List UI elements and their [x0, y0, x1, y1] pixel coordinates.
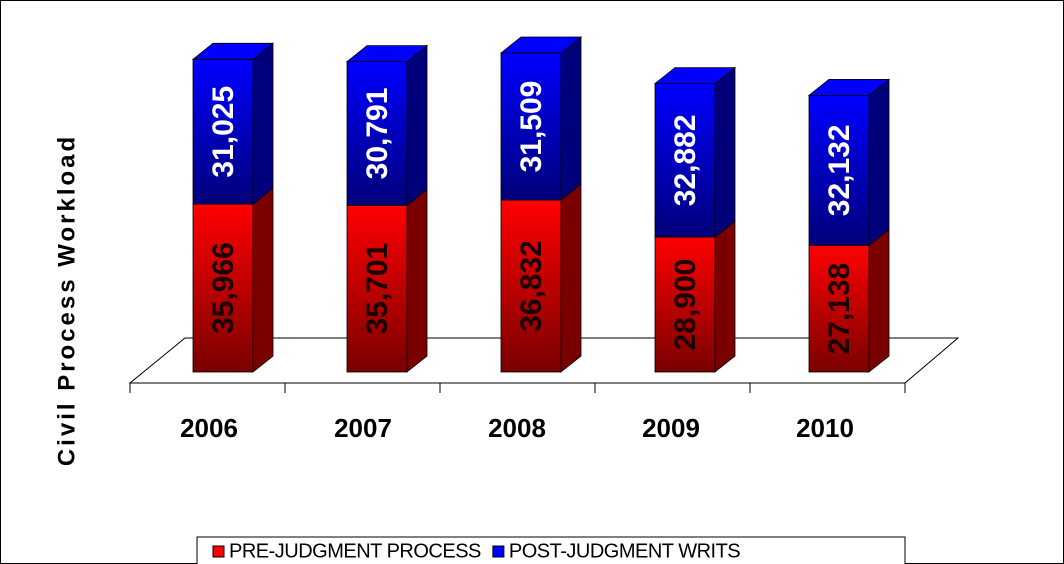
bar-side: [868, 228, 890, 373]
legend-swatch: [212, 545, 225, 558]
bar-top: [499, 36, 583, 54]
bar-segment: [653, 66, 737, 238]
data-label: 30,791: [361, 88, 394, 180]
data-label: 32,132: [823, 124, 856, 216]
bar-front: [346, 61, 408, 206]
bar-segment: [808, 228, 890, 373]
bar-front: [346, 204, 408, 373]
bar-front: [192, 58, 254, 205]
bar-side: [406, 44, 428, 207]
bar-side: [868, 78, 890, 247]
bar-segment: [345, 44, 429, 207]
x-tick-label: 2010: [796, 413, 854, 443]
data-label: 31,509: [515, 81, 548, 173]
bar-segment: [499, 36, 583, 201]
bar-front: [500, 52, 562, 201]
data-label: 36,832: [515, 240, 548, 332]
bar-side: [560, 36, 582, 201]
bar-front: [808, 244, 870, 373]
data-label: 35,701: [361, 243, 394, 335]
x-tick-label: 2008: [488, 413, 546, 443]
bar-top: [653, 67, 737, 85]
data-label: 32,882: [669, 114, 702, 206]
bar-side: [252, 187, 274, 373]
bar-top: [345, 45, 429, 63]
x-tick-label: 2007: [334, 413, 392, 443]
legend-label: POST-JUDGMENT WRITS: [509, 540, 740, 562]
bar-segment: [346, 188, 428, 373]
data-label: 35,966: [207, 242, 240, 334]
bar-top: [807, 78, 891, 96]
bar-segment: [807, 78, 891, 247]
bar-segment: [500, 183, 582, 373]
x-tick-label: 2009: [642, 413, 700, 443]
bar-side: [714, 66, 736, 238]
bar-front: [500, 199, 562, 373]
data-label: 28,900: [669, 259, 702, 351]
bar-side: [560, 183, 582, 373]
legend-label: PRE-JUDGMENT PROCESS: [229, 540, 481, 562]
data-label: 31,025: [207, 86, 240, 178]
x-tick-label: 2006: [180, 413, 238, 443]
y-axis-title: Civil Process Workload: [53, 134, 80, 466]
legend: [196, 536, 906, 564]
bar-top: [191, 42, 275, 60]
bar-front: [808, 94, 870, 246]
legend-swatch: [492, 545, 505, 558]
bar-side: [714, 220, 736, 373]
bar-segment: [191, 42, 275, 205]
bar-side: [252, 42, 274, 205]
bar-side: [406, 188, 428, 373]
data-label: 27,138: [823, 263, 856, 355]
bar-front: [654, 83, 716, 238]
